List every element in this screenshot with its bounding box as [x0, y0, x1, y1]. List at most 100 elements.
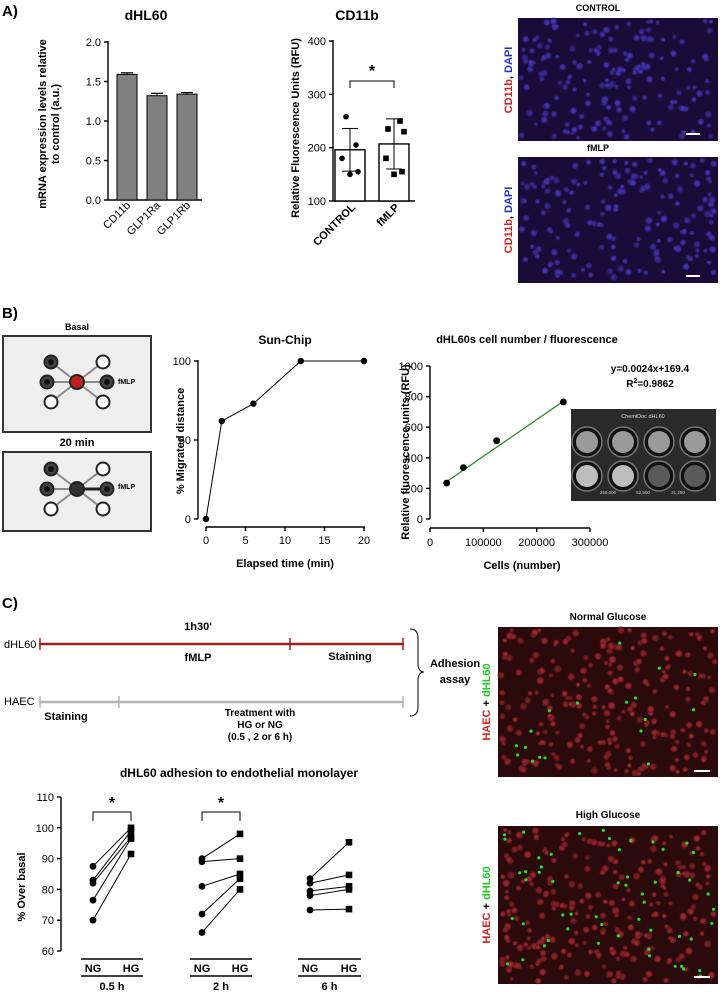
cell [649, 762, 658, 771]
cell [515, 830, 524, 840]
x-tick-label: CONTROL [311, 201, 358, 248]
cell [711, 658, 718, 665]
cell [601, 165, 608, 171]
cell [544, 43, 551, 51]
cell [661, 176, 670, 185]
cell [703, 939, 713, 949]
cell [563, 832, 570, 839]
cell [635, 236, 642, 242]
cell [529, 243, 535, 250]
dhl60-cell [521, 958, 525, 962]
cell [594, 49, 602, 57]
dhl60-cell [561, 913, 565, 917]
well-count: 250,000 [600, 490, 617, 495]
cell [701, 645, 708, 652]
cell [673, 66, 680, 72]
significance-marker: * [369, 63, 376, 80]
cell [682, 930, 690, 938]
cell [596, 739, 604, 746]
cd11b-bar-chart: CD11b Relative Fluorescence Units (RFU) … [290, 7, 415, 249]
pair-line [92, 853, 132, 921]
cell [575, 693, 583, 701]
y-tick-label: 0 [417, 514, 423, 526]
cell [561, 83, 569, 91]
cell [628, 104, 637, 114]
plus-sign: + [481, 697, 493, 710]
fit-equation: y=0.0024x+169.4 [611, 364, 690, 375]
dhl60-cell [546, 938, 550, 943]
y-tick-label: 200 [308, 143, 326, 155]
cell [679, 727, 686, 734]
x-tick-label: 15 [318, 535, 330, 547]
cell [644, 969, 654, 979]
cell [662, 977, 670, 984]
cell [550, 110, 558, 118]
cell [689, 230, 695, 236]
stain-blue-label: DAPI [503, 47, 515, 73]
cell [610, 839, 619, 848]
dhl60-cell [616, 934, 620, 938]
cell [510, 633, 517, 641]
cell [701, 52, 710, 61]
cell [513, 914, 520, 922]
cell [546, 37, 553, 44]
chip-20min: 20 min fMLP [2, 437, 152, 532]
cell [613, 926, 621, 934]
cell [498, 959, 507, 968]
y-tick-label: 1.0 [86, 116, 101, 128]
cell [664, 704, 670, 710]
dhl60-cell [505, 962, 510, 966]
cell [639, 63, 649, 72]
cell [695, 633, 704, 641]
cell [538, 666, 546, 675]
cell [684, 946, 694, 956]
y-tick-label: 90 [42, 854, 54, 866]
chart-title: dHL60 adhesion to endothelial monolayer [120, 766, 358, 780]
data-point [559, 398, 567, 406]
cell [709, 628, 716, 635]
cell [704, 89, 711, 96]
dhl60-cell [594, 915, 598, 919]
cell [706, 260, 712, 266]
cell [661, 669, 667, 675]
stain-blue-label: DAPI [503, 187, 515, 213]
cell [563, 873, 570, 880]
stain-green-label: dHL60 [481, 866, 493, 900]
data-point-ng [306, 906, 314, 914]
cell [502, 637, 508, 644]
cell [670, 744, 679, 753]
data-point [202, 515, 210, 523]
cell [623, 133, 631, 141]
stain-red-label: HAEC [481, 709, 493, 740]
cell [522, 57, 530, 65]
cell [645, 120, 652, 127]
chemidoc-label: ChemiDoc dHL60 [621, 414, 664, 420]
cell [660, 75, 667, 82]
cell [612, 203, 620, 210]
cell [584, 913, 592, 920]
cell [523, 850, 532, 859]
cell [629, 645, 636, 651]
cell [581, 711, 587, 718]
cell [521, 197, 528, 204]
cell [599, 911, 607, 920]
y-axis-label: % Migrated distance [175, 388, 187, 494]
cell [605, 129, 615, 139]
cell [672, 99, 679, 105]
cell [613, 767, 619, 773]
cell [605, 842, 611, 849]
data-point-hg [236, 870, 244, 878]
cell [584, 854, 591, 861]
cell [570, 126, 579, 134]
cell [561, 199, 568, 205]
cell [569, 647, 576, 654]
cell [634, 930, 641, 938]
micrograph-background [518, 18, 718, 141]
cell [625, 886, 632, 894]
cell [569, 106, 578, 115]
chip-wells [39, 461, 115, 517]
cell [585, 758, 592, 764]
cell [613, 192, 619, 198]
cell [700, 756, 707, 764]
cell [664, 664, 671, 671]
